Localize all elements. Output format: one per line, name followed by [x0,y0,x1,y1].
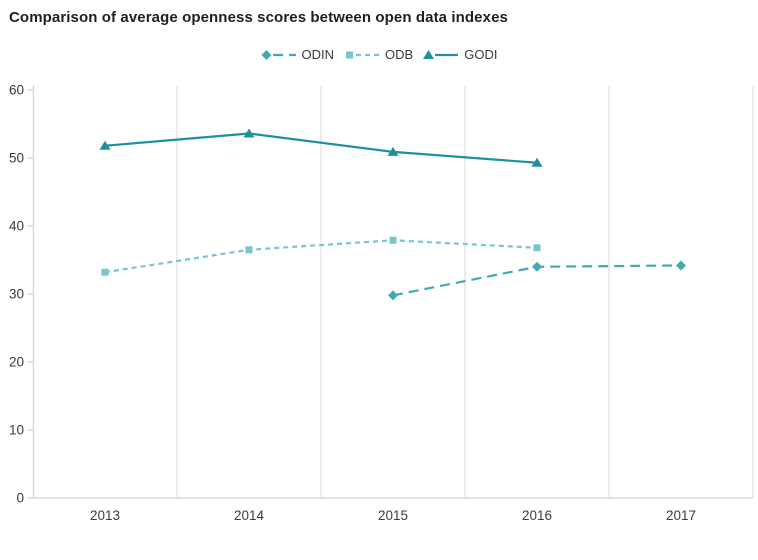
legend-item-odin: ODIN [261,47,335,62]
y-tick-label-30: 30 [9,287,24,302]
x-tick-label-2017: 2017 [666,508,696,523]
data-point-odb-2016 [533,244,541,252]
data-point-godi-2016 [531,157,543,167]
legend-glyph-diamond-dashed [261,49,296,60]
y-tick-label-50: 50 [9,151,24,166]
legend-glyph-square-dashed [346,51,380,58]
y-tick-label-60: 60 [9,83,24,98]
x-tick-label-2015: 2015 [378,508,408,523]
legend-marker-square [346,51,354,58]
data-point-odin-2016 [532,261,542,272]
legend-item-odb: ODB [344,47,413,62]
series-odin [388,260,686,301]
legend-label-odin: ODIN [301,47,335,62]
chart-title: Comparison of average openness scores be… [9,9,508,26]
legend-label-odb: ODB [385,47,414,62]
data-point-odin-2017 [676,260,686,271]
legend-marker-triangle [423,49,435,59]
legend-item-godi: GODI [423,47,497,62]
y-tick-label-0: 0 [16,491,24,506]
series-godi [99,128,543,167]
data-point-odb-2014 [245,246,253,254]
data-point-odb-2015 [389,236,397,244]
legend-marker-diamond [261,49,272,60]
data-point-godi-2014 [243,128,255,138]
chart-legend: ODIN ODB GODI [0,47,758,62]
y-tick-label-40: 40 [9,219,24,234]
y-tick-label-20: 20 [9,355,24,370]
series-line-godi [104,132,538,164]
data-point-odb-2013 [101,268,109,276]
data-point-godi-2015 [387,146,399,156]
x-tick-label-2013: 2013 [90,508,120,523]
x-tick-label-2016: 2016 [522,508,552,523]
data-point-odin-2015 [388,290,398,301]
x-tick-label-2014: 2014 [234,508,265,523]
series-line-odb [104,239,538,274]
series-odb [101,236,541,276]
data-point-godi-2013 [99,140,111,150]
legend-glyph-triangle-solid [423,49,459,59]
y-tick-label-10: 10 [9,423,24,438]
legend-label-godi: GODI [464,47,498,62]
